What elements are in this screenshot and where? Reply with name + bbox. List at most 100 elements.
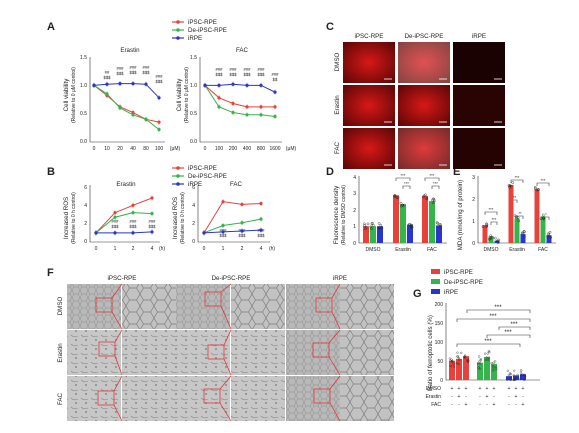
bar-dot <box>484 359 487 362</box>
data-point-irpe <box>203 83 207 87</box>
bar-g-de-ipsc-rpe-erastin <box>484 356 490 380</box>
data-point-irpe <box>202 231 206 235</box>
bar-dot <box>509 375 512 378</box>
data-point-ipsc-rpe <box>273 105 277 109</box>
bar-dot <box>456 355 459 358</box>
bar-dot <box>546 235 549 238</box>
axes-d <box>358 176 447 244</box>
panel-g: Ratio of ferroptotic cells (%) 200 150 1… <box>425 302 540 408</box>
data-point-ipsc-rpe <box>259 201 263 206</box>
f-image-irpe-fac <box>286 376 340 421</box>
svg-text:Erastin: Erastin <box>509 247 525 253</box>
bar-irpe-erastin <box>520 234 526 243</box>
svg-text:1: 1 <box>472 219 475 225</box>
bar-dot <box>548 230 552 234</box>
svg-text:iRPE: iRPE <box>188 181 202 188</box>
svg-text:100: 100 <box>155 146 164 152</box>
col-label-c-irpe: iRPE <box>472 33 486 40</box>
svg-text:1.0: 1.0 <box>80 83 87 89</box>
bar-dot <box>542 216 545 220</box>
bar-dot <box>485 222 488 226</box>
data-point-irpe <box>245 83 249 87</box>
series-line-ipsc-rpe <box>93 84 160 123</box>
data-point-irpe <box>259 228 263 232</box>
treatment-sign: + <box>479 386 482 392</box>
data-point-de-ipsc-rpe <box>240 221 244 225</box>
bar-dot <box>464 354 467 357</box>
data-point-ipsc-rpe <box>259 105 263 109</box>
c-image-de-ipsc-erastin <box>398 85 450 126</box>
bar-dot <box>523 378 526 382</box>
bar-dot <box>362 222 366 226</box>
legend-item-de-ipsc-rpe: De-iPSC-RPE <box>172 27 227 34</box>
svg-text:***: *** <box>492 217 497 222</box>
treatment-sign: + <box>515 394 518 400</box>
bar-g-de-ipsc-rpe-fac <box>491 363 497 380</box>
c-image-ipsc-erastin <box>343 85 395 126</box>
svg-text:***: *** <box>489 313 497 320</box>
legend-a: iPSC-RPE De-iPSC-RPE iRPE <box>172 19 227 42</box>
treatment-sign: + <box>486 386 489 392</box>
bar-dot <box>439 226 442 229</box>
data-point-ipsc-rpe <box>221 200 225 204</box>
data-point-irpe <box>231 82 235 86</box>
bar-dot <box>520 231 524 235</box>
bar-dot <box>485 356 488 359</box>
svg-text:4: 4 <box>192 203 195 209</box>
treatment-sign: + <box>493 386 496 392</box>
bar-de-ipsc-rpe-fac <box>429 201 435 243</box>
bar-dot <box>377 222 381 225</box>
col-label-f-irpe: iRPE <box>333 275 347 282</box>
bar-dot <box>393 193 397 197</box>
data-point-de-ipsc-rpe <box>113 215 117 219</box>
data-point-de-ipsc-rpe <box>259 217 263 221</box>
bar-dot <box>408 223 411 226</box>
ylabel2-b: (Relative to 0 h control) <box>71 192 77 244</box>
bar-dot <box>460 351 463 354</box>
svg-text:$$: $$ <box>273 77 278 82</box>
svg-text:***: *** <box>494 304 502 311</box>
series-line-ipsc-rpe <box>204 84 275 108</box>
svg-text:4: 4 <box>260 246 263 252</box>
plot-b-left <box>94 195 154 236</box>
data-point-de-ipsc-rpe <box>131 113 135 117</box>
bar-dot <box>495 239 499 243</box>
bar-dot <box>520 369 523 372</box>
panel-b: Increased ROS (Relative to 0 h control) … <box>63 181 275 252</box>
f-image-grid <box>67 284 394 421</box>
svg-text:(h): (h) <box>269 246 275 252</box>
svg-text:***: *** <box>510 321 518 328</box>
svg-text:50: 50 <box>437 359 443 365</box>
treatment-sign: - <box>479 402 481 408</box>
bar-dot <box>432 197 436 201</box>
svg-text:2: 2 <box>132 246 135 252</box>
g-signs: + + + + + + + + +- + - - + - - + -- - + - - + - - + <box>451 386 525 408</box>
svg-text:###: ### <box>130 219 138 224</box>
sig-a-right: ### ### ### ### ### $$$ $$$ $$$ $$$ $$ <box>216 67 280 82</box>
bar-dot <box>507 184 511 187</box>
bar-dot <box>479 358 482 361</box>
svg-text:***: *** <box>489 207 494 212</box>
treatment-sign: + <box>465 402 468 408</box>
f-zoom-indicators <box>95 283 341 422</box>
bar-ipsc-rpe-dmso <box>363 226 369 243</box>
c-image-de-ipsc-dmso <box>398 42 450 83</box>
svg-text:2: 2 <box>192 221 195 227</box>
svg-text:0: 0 <box>440 378 443 384</box>
svg-text:(h): (h) <box>159 246 165 252</box>
treatment-sign: + <box>493 402 496 408</box>
bar-dot <box>457 362 460 366</box>
treatment-sign: - <box>515 402 517 408</box>
bar-g-irpe-dmso <box>506 376 512 380</box>
svg-text:FAC: FAC <box>431 402 441 408</box>
plot-a-right <box>203 81 277 119</box>
bar-dot <box>409 225 413 229</box>
svg-text:0: 0 <box>95 246 98 252</box>
svg-text:100: 100 <box>435 340 444 346</box>
plot-d <box>362 193 442 243</box>
panel-letter-g: G <box>413 288 422 300</box>
svg-text:***: *** <box>401 173 406 178</box>
bar-dot <box>425 197 429 201</box>
data-point-de-ipsc-rpe <box>259 113 263 117</box>
